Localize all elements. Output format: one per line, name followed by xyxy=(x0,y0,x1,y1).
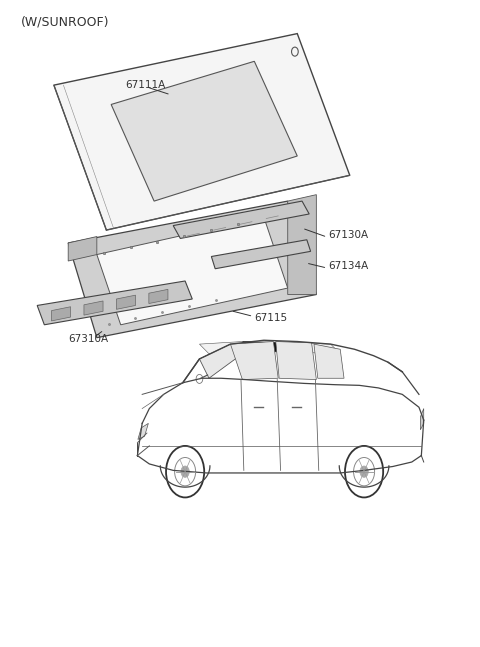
Circle shape xyxy=(360,466,368,477)
Text: (W/SUNROOF): (W/SUNROOF) xyxy=(21,16,109,28)
Polygon shape xyxy=(116,295,135,309)
Polygon shape xyxy=(276,342,316,380)
Polygon shape xyxy=(68,201,316,338)
Text: 67111A: 67111A xyxy=(125,80,166,90)
Text: 67130A: 67130A xyxy=(328,230,369,239)
Polygon shape xyxy=(51,307,71,321)
Polygon shape xyxy=(84,301,103,315)
Polygon shape xyxy=(138,423,148,439)
Circle shape xyxy=(181,466,189,477)
Polygon shape xyxy=(173,201,309,239)
Polygon shape xyxy=(97,217,288,325)
Polygon shape xyxy=(314,344,344,378)
Polygon shape xyxy=(230,342,278,380)
Polygon shape xyxy=(37,281,192,325)
Polygon shape xyxy=(111,61,297,201)
Polygon shape xyxy=(199,342,252,354)
Polygon shape xyxy=(295,343,340,354)
Polygon shape xyxy=(242,342,304,353)
Polygon shape xyxy=(149,289,168,303)
Text: 67310A: 67310A xyxy=(68,334,108,344)
Text: 67115: 67115 xyxy=(254,313,288,324)
Polygon shape xyxy=(211,240,311,269)
Polygon shape xyxy=(288,195,316,294)
Polygon shape xyxy=(68,237,97,261)
Polygon shape xyxy=(420,408,424,430)
Polygon shape xyxy=(199,344,242,378)
Text: 67134A: 67134A xyxy=(328,261,369,270)
Polygon shape xyxy=(54,34,350,230)
